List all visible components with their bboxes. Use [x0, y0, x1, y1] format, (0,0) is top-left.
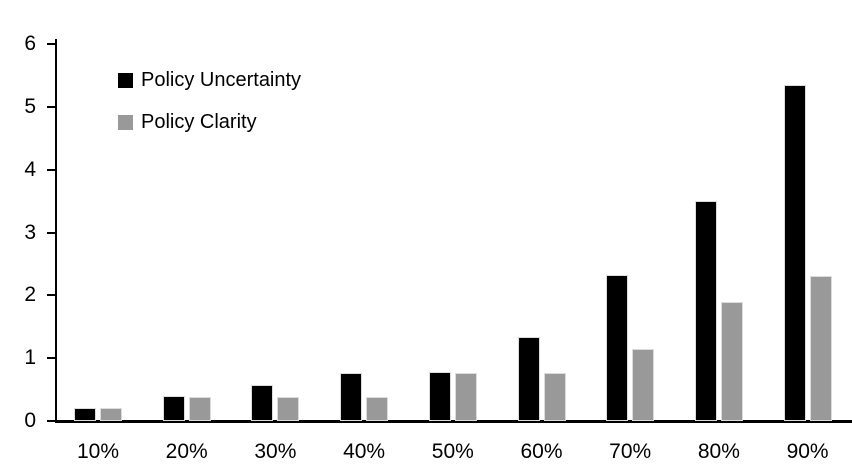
- y-tick-label-6: 6: [24, 32, 36, 56]
- y-tick-label-5: 5: [24, 94, 36, 118]
- y-tick-0: [47, 420, 56, 422]
- bar-policy-clarity-90%: [809, 276, 832, 421]
- y-tick-2: [47, 294, 56, 297]
- legend-swatch-policy-uncertainty-icon: [118, 72, 133, 88]
- bar-policy-uncertainty-90%: [783, 85, 806, 421]
- y-tick-1: [47, 357, 56, 360]
- x-tick-label-50%: 50%: [431, 440, 474, 463]
- y-tick-3: [47, 231, 56, 234]
- y-tick-4: [47, 168, 56, 171]
- bar-policy-uncertainty-50%: [428, 372, 451, 421]
- bar-policy-clarity-60%: [543, 373, 566, 421]
- y-tick-label-0: 0: [24, 409, 36, 432]
- legend-label-policy-clarity: Policy Clarity: [141, 111, 257, 133]
- x-tick-label-40%: 40%: [343, 440, 386, 463]
- y-tick-6: [47, 43, 56, 46]
- x-tick-label-90%: 90%: [786, 440, 829, 463]
- bar-policy-clarity-70%: [632, 349, 655, 421]
- x-tick-label-60%: 60%: [520, 440, 563, 463]
- legend: Policy Uncertainty Policy Clarity: [118, 69, 302, 156]
- x-tick-label-30%: 30%: [254, 440, 297, 463]
- bar-policy-uncertainty-30%: [251, 385, 274, 421]
- bar-policy-clarity-40%: [366, 397, 389, 421]
- y-tick-label-3: 3: [24, 220, 36, 244]
- bar-policy-uncertainty-20%: [162, 396, 185, 421]
- bar-policy-clarity-20%: [188, 397, 211, 421]
- bar-policy-uncertainty-10%: [74, 408, 96, 421]
- bar-policy-uncertainty-60%: [517, 337, 540, 421]
- bar-policy-clarity-80%: [720, 302, 743, 421]
- bar-policy-uncertainty-40%: [340, 373, 363, 421]
- legend-label-policy-uncertainty: Policy Uncertainty: [141, 69, 302, 91]
- x-axis-line: [55, 420, 852, 423]
- bar-policy-clarity-50%: [454, 373, 477, 421]
- y-tick-5: [47, 105, 56, 108]
- legend-item-policy-clarity: Policy Clarity: [118, 111, 301, 133]
- y-axis-line: [55, 39, 57, 423]
- y-tick-label-2: 2: [24, 283, 36, 307]
- legend-swatch-policy-clarity-icon: [118, 114, 133, 130]
- bar-policy-clarity-30%: [277, 397, 300, 421]
- bar-policy-uncertainty-80%: [694, 201, 717, 421]
- x-tick-label-70%: 70%: [609, 440, 652, 463]
- y-tick-label-1: 1: [24, 346, 36, 370]
- bar-policy-uncertainty-70%: [606, 275, 629, 421]
- x-tick-label-10%: 10%: [76, 440, 120, 463]
- bar-policy-clarity-10%: [100, 408, 122, 421]
- y-tick-label-4: 4: [24, 157, 36, 181]
- x-tick-label-80%: 80%: [697, 440, 740, 463]
- legend-item-policy-uncertainty: Policy Uncertainty: [118, 69, 302, 91]
- x-tick-label-20%: 20%: [165, 440, 208, 463]
